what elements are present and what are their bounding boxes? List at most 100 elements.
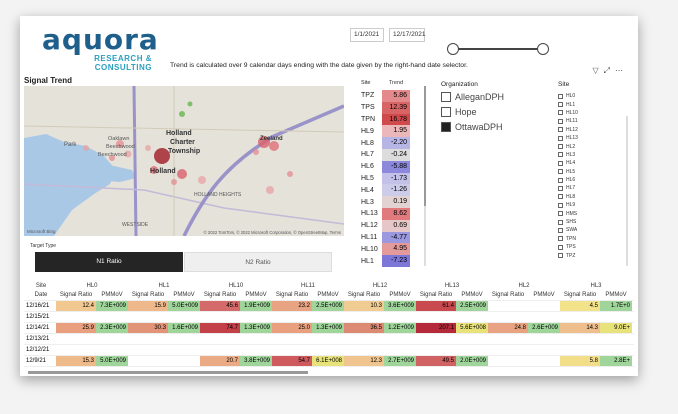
site-checkbox[interactable]	[558, 227, 563, 233]
site-checkbox[interactable]	[558, 118, 563, 124]
site-marker[interactable]	[258, 136, 270, 148]
site-filter-item[interactable]: TPZ	[558, 251, 578, 259]
trend-row[interactable]: HL3 0.19	[358, 196, 414, 208]
trend-row[interactable]: HL6 -5.88	[358, 160, 414, 173]
trend-header-trend[interactable]: Trend	[388, 80, 404, 86]
site-checkbox[interactable]	[558, 152, 563, 158]
trend-scroll-thumb[interactable]	[424, 86, 426, 206]
date-range-slider[interactable]	[447, 43, 549, 55]
site-checkbox[interactable]	[558, 135, 563, 141]
site-filter-item[interactable]: TPN	[558, 235, 578, 243]
table-scrollbar[interactable]	[24, 371, 634, 374]
site-checkbox[interactable]	[558, 177, 563, 183]
trend-row[interactable]: HL1 -7.23	[358, 255, 414, 267]
pmmov-header[interactable]: PMMoV	[173, 292, 195, 298]
site-marker[interactable]	[150, 166, 158, 174]
site-checkbox[interactable]	[558, 144, 563, 150]
site-checkbox[interactable]	[558, 93, 563, 99]
site-filter-item[interactable]: SWA	[558, 226, 578, 234]
site-marker[interactable]	[253, 149, 259, 155]
signal-ratio-header[interactable]: Signal Ratio	[347, 292, 381, 298]
filter-icon[interactable]: ▽	[592, 66, 604, 75]
signal-ratio-header[interactable]: Signal Ratio	[131, 292, 165, 298]
trend-row[interactable]: HL13 8.62	[358, 207, 414, 220]
site-marker[interactable]	[177, 169, 187, 179]
site-checkbox[interactable]	[558, 211, 563, 217]
trend-row[interactable]: HL10 4.95	[358, 243, 414, 256]
more-options-icon[interactable]: ⋯	[615, 66, 628, 75]
signal-ratio-header[interactable]: Signal Ratio	[563, 292, 597, 298]
trend-row[interactable]: HL9 1.95	[358, 125, 414, 138]
site-marker[interactable]	[154, 148, 170, 164]
site-filter-item[interactable]: HL10	[558, 109, 578, 117]
pmmov-header[interactable]: PMMoV	[533, 292, 555, 298]
site-filter-item[interactable]: HL11	[558, 117, 578, 125]
site-filter-item[interactable]: HL8	[558, 193, 578, 201]
site-marker[interactable]	[287, 171, 293, 177]
trend-header-site[interactable]: Site	[361, 80, 371, 86]
site-checkbox[interactable]	[558, 202, 563, 208]
date-header[interactable]: Date	[34, 292, 48, 298]
site-marker[interactable]	[145, 145, 151, 151]
org-option-alleganDPH[interactable]: AlleganDPH	[441, 92, 504, 102]
pmmov-header[interactable]: PMMoV	[605, 292, 627, 298]
trend-row[interactable]: HL5 -1.73	[358, 172, 414, 185]
org-option-hope[interactable]: Hope	[441, 107, 477, 117]
trend-row[interactable]: HL12 0.69	[358, 219, 414, 232]
n2-ratio-button[interactable]: N2 Ratio	[184, 252, 332, 272]
site-filter-item[interactable]: HL13	[558, 134, 578, 142]
site-filter-item[interactable]: HL4	[558, 159, 578, 167]
trend-row[interactable]: TPN 16.78	[358, 113, 414, 126]
site-checkbox[interactable]	[558, 127, 563, 133]
pmmov-header[interactable]: PMMoV	[317, 292, 339, 298]
site-filter-item[interactable]: SHS	[558, 218, 578, 226]
site-marker[interactable]	[83, 145, 89, 151]
site-marker[interactable]	[269, 141, 279, 151]
trend-row[interactable]: TPS 12.39	[358, 101, 414, 114]
trend-row[interactable]: HL8 -2.20	[358, 137, 414, 149]
site-marker[interactable]	[187, 101, 193, 107]
pmmov-header[interactable]: PMMoV	[101, 292, 123, 298]
trend-scrollbar[interactable]	[424, 86, 426, 266]
n1-ratio-button[interactable]: N1 Ratio	[35, 252, 183, 272]
pmmov-header[interactable]: PMMoV	[245, 292, 267, 298]
start-date-input[interactable]: 1/1/2021	[350, 28, 384, 42]
site-filter-item[interactable]: HMS	[558, 209, 578, 217]
site-filter-item[interactable]: HL0	[558, 92, 578, 100]
table-scroll-thumb[interactable]	[28, 371, 308, 374]
site-filter-item[interactable]: HL9	[558, 201, 578, 209]
signal-ratio-header[interactable]: Signal Ratio	[491, 292, 525, 298]
trend-row[interactable]: HL4 -1.26	[358, 184, 414, 197]
org-checkbox[interactable]	[441, 107, 451, 117]
signal-ratio-header[interactable]: Signal Ratio	[203, 292, 237, 298]
site-marker[interactable]	[116, 140, 124, 148]
site-marker[interactable]	[124, 150, 132, 158]
site-checkbox[interactable]	[558, 236, 563, 242]
trend-row[interactable]: HL7 -0.24	[358, 148, 414, 161]
focus-mode-icon[interactable]: ⤢	[603, 66, 615, 75]
org-option-ottawaDPH[interactable]: OttawaDPH	[441, 122, 503, 132]
site-checkbox[interactable]	[558, 110, 563, 116]
site-checkbox[interactable]	[558, 194, 563, 200]
site-checkbox[interactable]	[558, 160, 563, 166]
site-checkbox[interactable]	[558, 253, 563, 259]
pmmov-header[interactable]: PMMoV	[461, 292, 483, 298]
org-checkbox[interactable]	[441, 122, 451, 132]
site-filter-item[interactable]: TPS	[558, 243, 578, 251]
signal-ratio-header[interactable]: Signal Ratio	[59, 292, 93, 298]
trend-row[interactable]: HL11 -4.77	[358, 231, 414, 244]
site-filter-item[interactable]: HL1	[558, 100, 578, 108]
site-checkbox[interactable]	[558, 169, 563, 175]
site-marker[interactable]	[171, 179, 177, 185]
site-marker[interactable]	[179, 111, 185, 117]
end-date-input[interactable]: 12/17/2021	[389, 28, 426, 42]
site-filter-scrollbar[interactable]	[626, 116, 628, 266]
site-filter-item[interactable]: HL5	[558, 168, 578, 176]
site-checkbox[interactable]	[558, 185, 563, 191]
site-marker[interactable]	[266, 186, 274, 194]
site-marker[interactable]	[198, 176, 206, 184]
signal-ratio-header[interactable]: Signal Ratio	[275, 292, 309, 298]
site-checkbox[interactable]	[558, 244, 563, 250]
slider-end-handle[interactable]	[537, 43, 549, 55]
site-filter-item[interactable]: HL3	[558, 151, 578, 159]
